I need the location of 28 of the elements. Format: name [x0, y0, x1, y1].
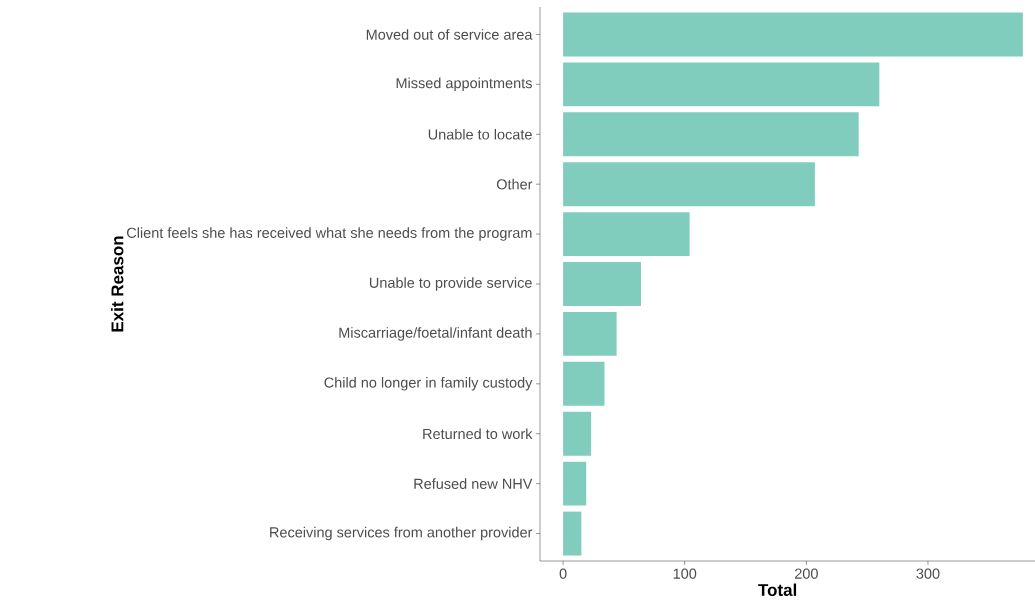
bar [563, 162, 815, 207]
bar [563, 361, 605, 406]
bar [563, 262, 641, 306]
y-tick-label: Receiving services from another provider [270, 526, 533, 541]
y-axis-title: Exit Reason [110, 236, 124, 332]
bar [563, 62, 880, 107]
y-tick-label: Refused new NHV [414, 478, 533, 489]
y-tick-label: Client feels she has received what she needs from the program [127, 227, 532, 241]
y-tick-label: Unable to locate [428, 128, 532, 140]
x-tick-label: 0 [559, 568, 567, 579]
x-tick-label: 100 [673, 568, 697, 579]
y-tick-label: Moved out of service area [366, 29, 533, 40]
y-tick-label: Unable to provide service [369, 277, 532, 291]
bar [563, 12, 1023, 57]
bar [563, 212, 690, 257]
bar [563, 461, 587, 506]
bar [563, 311, 617, 356]
x-tick-label: 200 [794, 568, 818, 579]
y-tick-label: Returned to work [423, 428, 533, 440]
y-tick-label: Miscarriage/foetal/infant death [339, 327, 532, 341]
bar [563, 511, 582, 556]
y-tick-label: Other [496, 178, 533, 190]
bar [563, 112, 859, 157]
x-tick-label: 300 [916, 568, 940, 579]
y-tick-label: Child no longer in family custody [324, 377, 533, 391]
x-axis-title: Total [758, 583, 797, 597]
bar [563, 411, 592, 456]
y-tick-label: Missed appointments [396, 77, 532, 92]
